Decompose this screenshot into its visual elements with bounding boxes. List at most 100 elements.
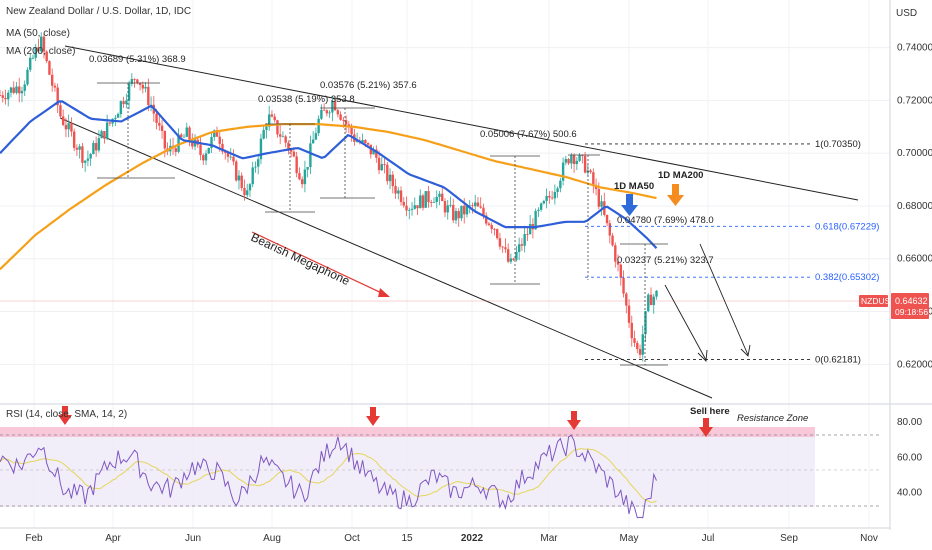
legend-ma50[interactable]: MA (50, close) [6, 28, 70, 39]
candle-body [89, 154, 92, 159]
rsi-legend[interactable]: RSI (14, close, SMA, 14, 2) [6, 409, 127, 420]
candle-body [18, 86, 21, 94]
candle-body [246, 190, 249, 196]
ma50-label: 1D MA50 [614, 181, 654, 192]
candle-body [204, 153, 208, 161]
candle-body [144, 86, 147, 89]
candle-body [347, 124, 351, 127]
candle-body [592, 172, 595, 186]
candle-body [561, 162, 565, 181]
fib-level-label: 0(0.62181) [815, 355, 861, 366]
candle-body [377, 157, 381, 171]
time-tick-label: Jun [185, 533, 201, 544]
candle-body [636, 342, 639, 350]
measure-label-1: 0.03689 (5.31%) 368.9 [89, 54, 186, 65]
candle-body [619, 264, 622, 278]
candle-body [649, 294, 653, 306]
candle-body [78, 146, 81, 150]
candle-body [578, 155, 581, 161]
candle-body [163, 131, 167, 149]
rsi-axis-ticks: 80.00 60.00 40.00 [897, 417, 922, 499]
candle-body [614, 245, 617, 262]
candle-body [314, 133, 318, 140]
legend-ma200[interactable]: MA (200, close) [6, 46, 75, 57]
candle-body [45, 51, 48, 62]
candle-body [328, 112, 331, 114]
candle-body [50, 74, 54, 86]
pattern-arrow [251, 231, 390, 297]
candle-body [188, 127, 191, 141]
candle-body [427, 191, 430, 203]
measure-label-5: 0.04780 (7.69%) 478.0 [617, 215, 714, 226]
candle-body [311, 139, 315, 144]
candle-body [611, 235, 614, 246]
candle-body [512, 258, 515, 260]
candle-body [292, 151, 296, 157]
candle-body [61, 116, 65, 125]
candle-body [542, 200, 546, 204]
candle-body [449, 204, 452, 206]
candle-body [506, 249, 510, 262]
candle-body [655, 290, 658, 297]
candle-body [421, 195, 425, 208]
candle-body [86, 158, 90, 161]
time-tick-label: 15 [401, 533, 413, 544]
candle-body [430, 202, 433, 203]
candle-body [550, 197, 554, 199]
candle-body [185, 127, 188, 137]
candle-body [122, 101, 125, 105]
candle-body [484, 215, 488, 224]
candle-body [34, 47, 37, 58]
candle-body [589, 170, 592, 173]
candle-body [504, 247, 507, 250]
candle-body [537, 209, 540, 211]
candle-body [7, 92, 10, 100]
projection-arrows [664, 243, 751, 362]
time-tick-label: Oct [344, 533, 360, 544]
candle-body [559, 180, 562, 189]
candle-body [605, 214, 609, 224]
candle-body [474, 202, 477, 207]
candle-body [23, 84, 26, 91]
time-axis-ticks: Feb Apr Jun Aug Oct 15 2022 Mar May Jul Sep Nov [25, 533, 878, 544]
candle-body [539, 203, 543, 210]
rsi-tick-label: 60.00 [897, 452, 922, 463]
candle-body [471, 205, 474, 207]
ma50-line [0, 100, 658, 249]
candle-body [105, 122, 109, 139]
candle-body [515, 252, 518, 260]
candle-body [116, 114, 120, 118]
time-tick-label: Feb [25, 533, 43, 544]
candle-body [278, 134, 282, 137]
candle-body [147, 86, 150, 106]
price-tick-label: 0.70000 [897, 148, 932, 159]
candle-body [402, 201, 405, 206]
candle-body [265, 126, 268, 130]
candle-body [4, 97, 7, 100]
candle-body [336, 110, 340, 115]
candle-body [240, 175, 243, 188]
price-axis-unit: USD [896, 8, 917, 19]
candle-body [583, 155, 587, 173]
candle-body [174, 148, 177, 152]
candle-body [517, 244, 521, 253]
candle-body [103, 131, 106, 139]
candle-body [1, 95, 4, 98]
candle-body [339, 114, 342, 120]
candle-body [372, 149, 375, 155]
candle-body [70, 123, 73, 132]
candle-body [295, 156, 298, 174]
candle-body [572, 155, 576, 165]
candle-body [490, 224, 493, 229]
candle-body [416, 205, 419, 209]
candle-body [48, 61, 51, 75]
resistance-label: Resistance Zone [737, 413, 808, 424]
candle-body [553, 191, 557, 199]
candle-body [597, 189, 601, 207]
candle-body [641, 334, 644, 355]
candle-body [226, 152, 230, 157]
candle-body [248, 184, 252, 191]
sell-label: Sell here [690, 406, 730, 417]
